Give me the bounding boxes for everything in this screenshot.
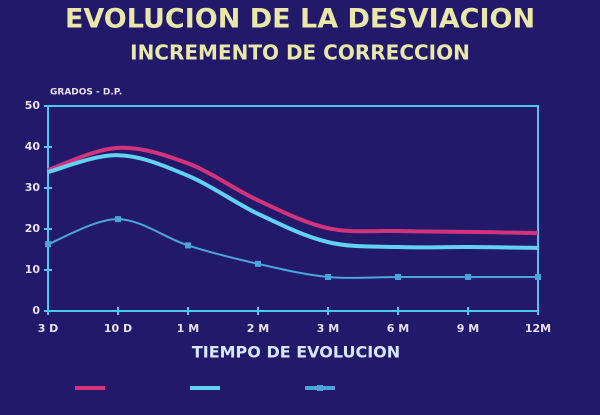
x-tick-label: 12M — [525, 322, 551, 335]
chart-subtitle: INCREMENTO DE CORRECCION — [130, 41, 470, 65]
series-line — [47, 218, 538, 279]
x-tick-label: 3 M — [317, 322, 339, 335]
x-tick-label: 6 M — [387, 322, 409, 335]
point-marker — [45, 241, 51, 248]
point-marker — [395, 273, 401, 280]
x-axis-label: TIEMPO DE EVOLUCION — [192, 343, 400, 362]
plot-frame — [47, 105, 539, 312]
y-tick-label: 10 — [25, 263, 41, 276]
series-line — [47, 145, 539, 236]
point-marker — [255, 260, 261, 267]
point-marker — [185, 242, 191, 249]
point-marker — [465, 273, 471, 280]
point-marker — [325, 273, 331, 280]
chart-title: EVOLUCION DE LA DESVIACION — [65, 4, 535, 35]
x-tick-label: 1 M — [177, 322, 199, 335]
y-tick-label: 30 — [25, 181, 41, 194]
x-tick-label: 2 M — [247, 322, 269, 335]
y-axis-label: GRADOS - D.P. — [50, 88, 122, 98]
x-tick-label: 9 M — [457, 322, 479, 335]
x-tick-label: 10 D — [104, 322, 132, 335]
y-tick-label: 50 — [25, 99, 41, 112]
series-line — [47, 153, 539, 250]
x-tick-label: 3 D — [38, 322, 59, 335]
y-tick-label: 0 — [32, 304, 40, 317]
legend-marker — [317, 385, 323, 391]
y-tick-label: 40 — [25, 140, 41, 153]
point-marker — [535, 273, 541, 280]
point-marker — [115, 216, 121, 223]
y-tick-label: 20 — [25, 222, 41, 235]
